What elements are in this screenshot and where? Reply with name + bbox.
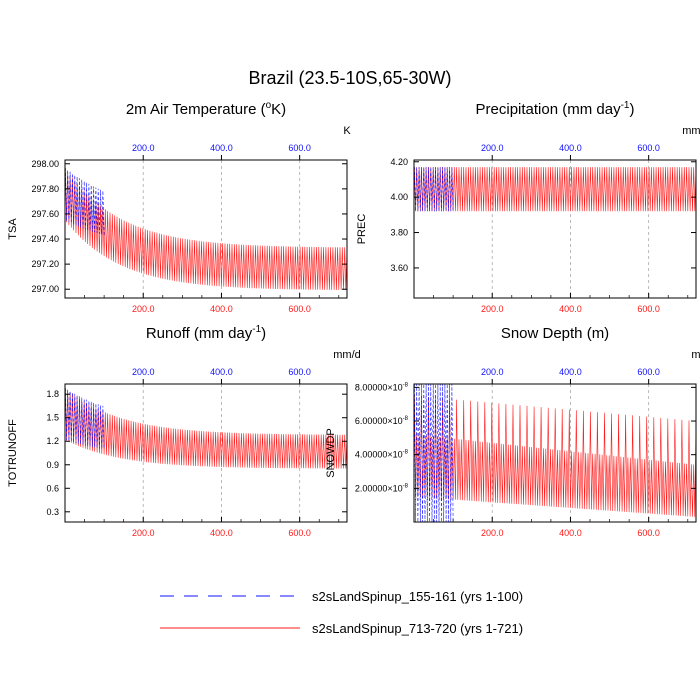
chart-tsa: 2m Air Temperature (oK) K TSA 200.0 200.0 400… <box>7 100 351 314</box>
y-tick-label: 4.00000×10-8 <box>355 450 409 460</box>
units-label: mm/d <box>682 125 700 137</box>
y-tick-label: 4.20 <box>390 157 408 167</box>
y-tick-label: 1.8 <box>46 389 59 399</box>
y-tick-mantissa: 6.00000×10 <box>355 416 403 426</box>
panel-title: Runoff (mm day-1) <box>146 324 266 342</box>
y-tick-exponent: -8 <box>403 382 409 388</box>
panel-title: Snow Depth (m) <box>501 325 609 342</box>
x-tick-label-bottom: 400.0 <box>559 528 582 538</box>
chart-panels: 2m Air Temperature (oK) K TSA 200.0 200.0 400… <box>7 100 700 538</box>
y-tick-mantissa: 4.00000×10 <box>355 450 403 460</box>
x-tick-label-bottom: 600.0 <box>288 528 311 538</box>
x-tick-label-top: 200.0 <box>132 143 155 153</box>
y-tick-label: 1.2 <box>46 436 59 446</box>
y-tick-label: 1.5 <box>46 413 59 423</box>
y-tick-label: 0.9 <box>46 460 59 470</box>
y-tick-label: 2.00000×10-8 <box>355 483 409 493</box>
y-tick-mantissa: 2.00000×10 <box>355 483 403 493</box>
panel-title-end: K) <box>271 101 286 118</box>
y-tick-mantissa: 8.00000×10 <box>355 382 403 392</box>
x-tick-label-bottom: 200.0 <box>132 304 155 314</box>
chart-runoff: Runoff (mm day-1) mm/d TOTRUNOFF 200.0 200.0… <box>7 324 361 538</box>
x-tick-label-bottom: 600.0 <box>288 304 311 314</box>
y-tick-exponent: -8 <box>403 450 409 456</box>
y-tick-label: 3.80 <box>390 228 408 238</box>
legend-label-1: s2sLandSpinup_155-161 (yrs 1-100) <box>312 589 523 604</box>
panel-title-end: ) <box>261 325 266 342</box>
y-tick-label: 3.60 <box>390 263 408 273</box>
x-tick-label-top: 400.0 <box>210 143 233 153</box>
units-label: mm/d <box>333 349 361 361</box>
legend-label-2: s2sLandSpinup_713-720 (yrs 1-721) <box>312 621 523 636</box>
x-tick-label-top: 600.0 <box>637 367 660 377</box>
series-line-red <box>65 388 347 469</box>
panel-title-main: 2m Air Temperature ( <box>126 101 266 118</box>
x-tick-label-bottom: 200.0 <box>481 528 504 538</box>
panel-title-sup: -1 <box>252 324 261 335</box>
panel-title-main: Snow Depth (m) <box>501 325 609 342</box>
legend: s2sLandSpinup_155-161 (yrs 1-100) s2sLand… <box>160 589 523 636</box>
x-tick-label-top: 200.0 <box>481 367 504 377</box>
y-tick-exponent: -8 <box>403 483 409 489</box>
series-line-red <box>414 167 696 212</box>
y-axis-label: TSA <box>7 218 19 240</box>
x-tick-label-bottom: 200.0 <box>481 304 504 314</box>
x-tick-label-bottom: 400.0 <box>210 304 233 314</box>
x-tick-label-top: 600.0 <box>288 367 311 377</box>
y-tick-label: 297.60 <box>31 209 59 219</box>
panel-title-main: Precipitation (mm day <box>476 101 622 118</box>
series-line-blue <box>65 167 105 235</box>
x-tick-label-top: 600.0 <box>637 143 660 153</box>
figure-title: Brazil (23.5-10S,65-30W) <box>248 68 451 88</box>
y-tick-label: 6.00000×10-8 <box>355 416 409 426</box>
units-label: m <box>691 349 700 361</box>
y-axis-label: PREC <box>356 214 368 245</box>
panel-title-sup: o <box>266 100 272 111</box>
x-tick-label-top: 400.0 <box>210 367 233 377</box>
y-tick-label: 0.6 <box>46 483 59 493</box>
series-line-blue <box>414 384 454 522</box>
x-tick-label-top: 600.0 <box>288 143 311 153</box>
plot-frame <box>64 383 348 523</box>
y-tick-label: 297.80 <box>31 184 59 194</box>
panel-title-sup: -1 <box>621 100 630 111</box>
plot-frame <box>64 159 348 299</box>
y-tick-label: 0.3 <box>46 507 59 517</box>
x-tick-label-bottom: 600.0 <box>637 304 660 314</box>
x-tick-label-bottom: 400.0 <box>559 304 582 314</box>
plot-frame <box>413 159 697 299</box>
y-tick-label: 297.40 <box>31 234 59 244</box>
y-tick-label: 297.00 <box>31 284 59 294</box>
chart-snowdp: Snow Depth (m) m SNOWDP 200.0 200.0 400.0 400.… <box>325 325 700 538</box>
x-tick-label-top: 200.0 <box>132 367 155 377</box>
y-tick-label: 297.20 <box>31 259 59 269</box>
panel-title: Precipitation (mm day-1) <box>476 100 635 118</box>
y-tick-label: 8.00000×10-8 <box>355 382 409 392</box>
y-tick-label: 4.00 <box>390 192 408 202</box>
x-tick-label-bottom: 400.0 <box>210 528 233 538</box>
x-tick-label-top: 400.0 <box>559 143 582 153</box>
y-axis-label: SNOWDP <box>325 428 337 478</box>
units-label: K <box>343 125 351 137</box>
chart-prec: Precipitation (mm day-1) mm/d PREC 200.0 200… <box>356 100 700 314</box>
x-tick-label-top: 400.0 <box>559 367 582 377</box>
series-line-blue <box>414 167 454 212</box>
series-line-red <box>414 395 696 517</box>
x-tick-label-bottom: 200.0 <box>132 528 155 538</box>
y-axis-label: TOTRUNOFF <box>7 419 19 487</box>
plot-frame <box>413 383 697 523</box>
panel-title-end: ) <box>629 101 634 118</box>
x-tick-label-bottom: 600.0 <box>637 528 660 538</box>
series-line-red <box>65 168 347 291</box>
series-line-blue <box>65 388 105 450</box>
y-tick-exponent: -8 <box>403 416 409 422</box>
y-tick-label: 298.00 <box>31 159 59 169</box>
panel-title: 2m Air Temperature (oK) <box>126 100 286 118</box>
panel-title-main: Runoff (mm day <box>146 325 253 342</box>
x-tick-label-top: 200.0 <box>481 143 504 153</box>
